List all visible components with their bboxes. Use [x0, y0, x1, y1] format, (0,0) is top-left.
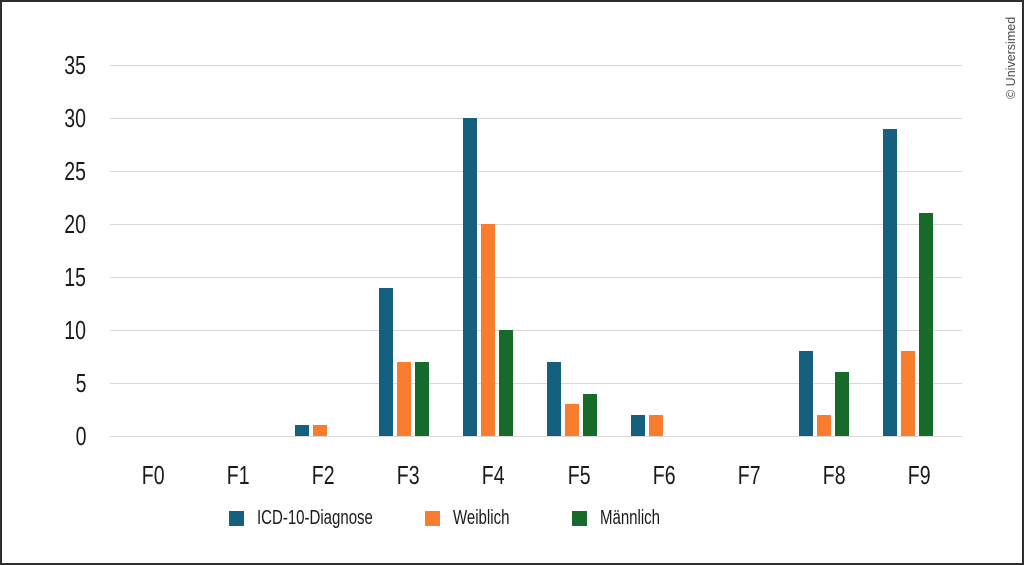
x-axis-label-F1: F1 — [226, 460, 250, 490]
bar-weiblich-F9 — [901, 351, 915, 436]
y-axis-label-5: 5 — [75, 368, 86, 398]
bar-icd-10-diagnose-F6 — [631, 415, 645, 436]
y-axis-label-20: 20 — [64, 209, 86, 239]
legend-item-maennlich: Männlich — [572, 505, 680, 531]
bar-icd-10-diagnose-F5 — [547, 362, 561, 436]
bar-icd-10-diagnose-F3 — [379, 288, 393, 436]
y-axis-label-35: 35 — [64, 50, 86, 80]
bar-maennlich-F8 — [835, 372, 849, 436]
x-axis-label-F0: F0 — [141, 460, 165, 490]
legend-swatch-weiblich — [425, 510, 440, 526]
x-axis-label-F3: F3 — [396, 460, 420, 490]
x-axis-label-F9: F9 — [907, 460, 931, 490]
gridline-20 — [110, 224, 962, 225]
bar-icd-10-diagnose-F8 — [799, 351, 813, 436]
gridline-25 — [110, 171, 962, 172]
x-axis-label-F8: F8 — [822, 460, 846, 490]
y-axis-label-25: 25 — [64, 156, 86, 186]
legend-item-weiblich: Weiblich — [425, 505, 528, 531]
legend-swatch-maennlich — [572, 510, 587, 526]
y-axis-label-0: 0 — [75, 421, 86, 451]
bar-weiblich-F5 — [565, 404, 579, 436]
bar-icd-10-diagnose-F4 — [463, 118, 477, 436]
gridline-10 — [110, 330, 962, 331]
legend-swatch-icd-10-diagnose — [229, 510, 244, 526]
gridline-35 — [110, 65, 962, 66]
bar-weiblich-F3 — [397, 362, 411, 436]
gridline-5 — [110, 383, 962, 384]
x-axis-label-F2: F2 — [311, 460, 335, 490]
copyright-notice: © Universimed — [1004, 16, 1018, 99]
bar-icd-10-diagnose-F2 — [295, 425, 309, 436]
y-axis-label-30: 30 — [64, 103, 86, 133]
y-axis-label-15: 15 — [64, 262, 86, 292]
x-axis-label-F4: F4 — [481, 460, 505, 490]
legend-label-icd-10-diagnose: ICD-10-Diagnose — [257, 506, 373, 529]
y-axis-label-10: 10 — [64, 315, 86, 345]
bar-maennlich-F4 — [499, 330, 513, 436]
bar-weiblich-F8 — [817, 415, 831, 436]
bar-maennlich-F5 — [583, 394, 597, 436]
bar-weiblich-F6 — [649, 415, 663, 436]
legend-item-icd-10-diagnose: ICD-10-Diagnose — [229, 505, 412, 531]
x-axis-label-F5: F5 — [567, 460, 591, 490]
gridline-30 — [110, 118, 962, 119]
legend-label-weiblich: Weiblich — [453, 506, 510, 529]
bar-weiblich-F2 — [313, 425, 327, 436]
bar-maennlich-F3 — [415, 362, 429, 436]
bar-icd-10-diagnose-F9 — [883, 129, 897, 436]
legend-label-maennlich: Männlich — [600, 506, 661, 529]
x-axis-label-F6: F6 — [652, 460, 676, 490]
x-axis-label-F7: F7 — [737, 460, 761, 490]
gridline-0 — [110, 436, 962, 437]
bar-maennlich-F9 — [919, 213, 933, 436]
gridline-15 — [110, 277, 962, 278]
bar-weiblich-F4 — [481, 224, 495, 436]
